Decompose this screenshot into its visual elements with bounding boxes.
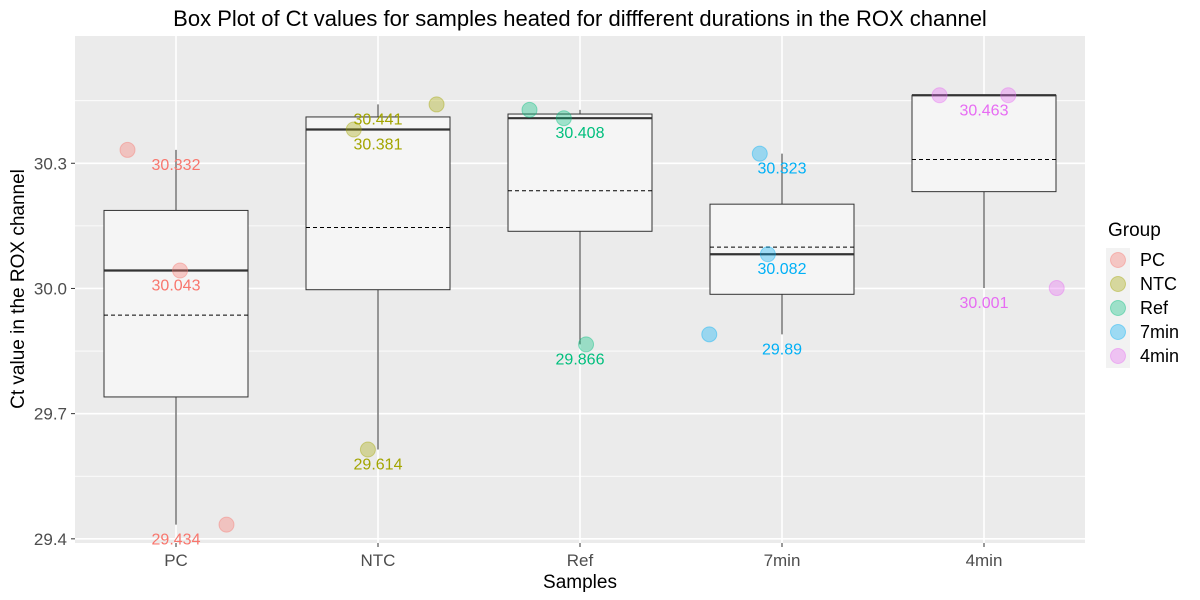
- legend-key: [1110, 252, 1126, 268]
- data-point-4min: [931, 87, 948, 104]
- y-axis-title: Ct value in the ROX channel: [8, 169, 29, 409]
- data-label-7min: 30.082: [758, 261, 807, 278]
- chart-title: Box Plot of Ct values for samples heated…: [173, 6, 987, 31]
- data-point-7min: [759, 246, 776, 263]
- data-label-NTC: 30.441: [354, 111, 403, 128]
- legend-key: [1110, 324, 1126, 340]
- data-point-NTC: [359, 441, 376, 458]
- legend-key: [1110, 276, 1126, 292]
- data-point-Ref: [578, 336, 595, 353]
- box-Ref: [507, 109, 653, 345]
- legend-label: 4min: [1140, 346, 1179, 366]
- y-tick-label: 30.3: [34, 154, 67, 173]
- box-7min: [709, 153, 855, 335]
- legend-key-background: [1106, 320, 1130, 344]
- data-point-NTC: [345, 121, 362, 138]
- legend-key-background: [1106, 296, 1130, 320]
- data-point-7min: [751, 145, 768, 162]
- legend-label: 7min: [1140, 322, 1179, 342]
- legend-title: Group: [1108, 220, 1161, 241]
- x-tick-label: NTC: [361, 551, 396, 570]
- data-label-7min: 29.89: [762, 341, 802, 358]
- box-body: [103, 209, 249, 398]
- data-label-PC: 30.043: [152, 278, 201, 295]
- data-label-NTC: 29.614: [354, 457, 403, 474]
- data-point-7min: [701, 326, 718, 343]
- axes: 29.4 29.7 30.0 30.3 PC NTC Ref 7min 4min: [34, 154, 1003, 570]
- legend-label: Ref: [1140, 298, 1169, 318]
- data-label-7min: 30.323: [758, 161, 807, 178]
- box-body: [305, 116, 451, 291]
- data-points: [119, 87, 1065, 533]
- data-point-NTC: [428, 96, 445, 113]
- data-point-4min: [1048, 280, 1065, 297]
- data-label-4min: 30.463: [960, 102, 1009, 119]
- data-label-4min: 30.001: [960, 295, 1009, 312]
- y-tick-label: 29.4: [34, 530, 67, 549]
- data-label-PC: 30.332: [152, 157, 201, 174]
- data-point-PC: [218, 516, 235, 533]
- data-point-PC: [119, 141, 136, 158]
- box-4min: [911, 94, 1057, 289]
- legend-label: NTC: [1140, 274, 1177, 294]
- legend-item-Ref: Ref: [1106, 296, 1169, 320]
- box-body: [507, 113, 653, 232]
- data-labels: 30.332 30.043 29.434 30.441 30.381 29.614 30.4…: [152, 102, 1009, 548]
- x-tick-label: Ref: [567, 551, 594, 570]
- x-tick-label: 7min: [764, 551, 801, 570]
- legend-item-4min: 4min: [1106, 344, 1179, 368]
- data-point-Ref: [555, 110, 572, 127]
- data-point-Ref: [521, 101, 538, 118]
- data-label-PC: 29.434: [152, 532, 201, 549]
- data-point-PC: [172, 262, 189, 279]
- x-tick-label: 4min: [966, 551, 1003, 570]
- legend-label: PC: [1140, 250, 1165, 270]
- data-label-NTC: 30.381: [354, 136, 403, 153]
- legend-key-background: [1106, 248, 1130, 272]
- legend-key-background: [1106, 344, 1130, 368]
- legend-key-background: [1106, 272, 1130, 296]
- data-label-Ref: 30.408: [556, 125, 605, 142]
- y-tick-label: 30.0: [34, 279, 67, 298]
- legend-item-PC: PC: [1106, 248, 1165, 272]
- legend-key: [1110, 300, 1126, 316]
- box-body: [911, 94, 1057, 193]
- boxes: [103, 94, 1057, 525]
- x-tick-label: PC: [164, 551, 188, 570]
- x-axis-title: Samples: [543, 572, 617, 593]
- legend: Group PC NTC Ref 7min 4min: [1106, 220, 1179, 368]
- legend-item-NTC: NTC: [1106, 272, 1177, 296]
- legend-item-7min: 7min: [1106, 320, 1179, 344]
- data-point-4min: [1000, 87, 1017, 104]
- box-body: [709, 203, 855, 295]
- box-NTC: [305, 104, 451, 450]
- y-tick-label: 29.7: [34, 405, 67, 424]
- data-label-Ref: 29.866: [556, 351, 605, 368]
- box-PC: [103, 149, 249, 525]
- legend-key: [1110, 348, 1126, 364]
